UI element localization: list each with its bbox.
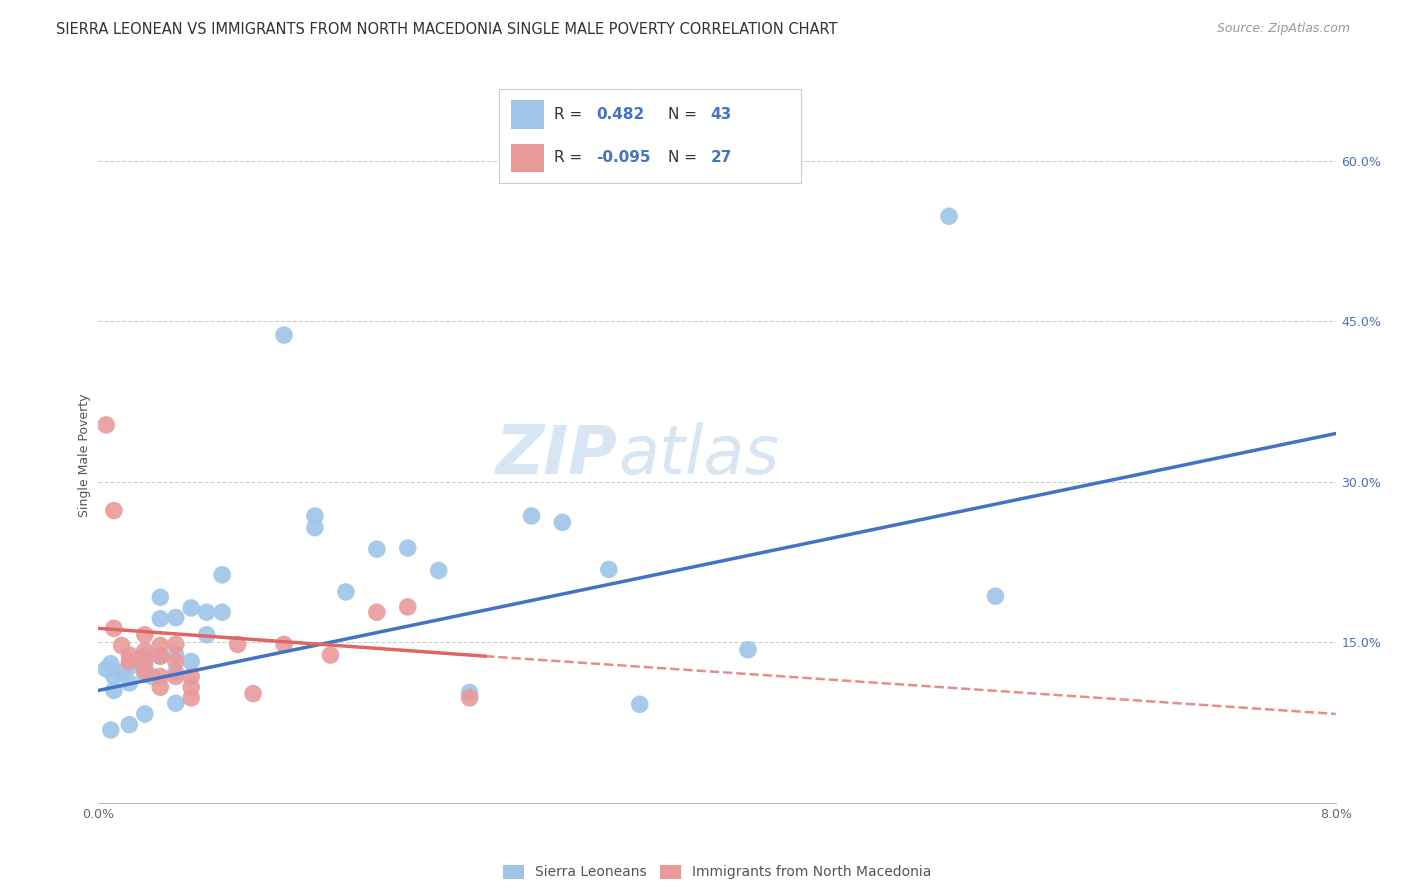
Text: 27: 27	[710, 150, 733, 165]
Text: R =: R =	[554, 150, 582, 165]
Point	[458, 685, 481, 699]
Text: SIERRA LEONEAN VS IMMIGRANTS FROM NORTH MACEDONIA SINGLE MALE POVERTY CORRELATIO: SIERRA LEONEAN VS IMMIGRANTS FROM NORTH …	[56, 22, 838, 37]
Point	[103, 683, 125, 698]
Point	[100, 723, 122, 737]
Point	[149, 649, 172, 664]
Point	[165, 696, 187, 710]
Point	[165, 665, 187, 680]
Bar	[512, 101, 544, 128]
Point	[165, 637, 187, 651]
Point	[149, 680, 172, 694]
Text: ZIP: ZIP	[496, 422, 619, 488]
Point	[195, 628, 218, 642]
Text: 0.482: 0.482	[596, 107, 644, 122]
Point	[520, 508, 543, 523]
Text: R =: R =	[554, 107, 582, 122]
Text: 43: 43	[710, 107, 733, 122]
Point	[96, 417, 118, 432]
Point	[134, 660, 156, 674]
Point	[366, 605, 388, 619]
Point	[142, 669, 165, 683]
Point	[226, 637, 249, 651]
Point	[111, 665, 134, 680]
Point	[195, 605, 218, 619]
Point	[180, 655, 202, 669]
Point	[134, 628, 156, 642]
Point	[165, 648, 187, 662]
Point	[118, 676, 141, 690]
Point	[427, 564, 450, 578]
Point	[111, 639, 134, 653]
Text: Source: ZipAtlas.com: Source: ZipAtlas.com	[1216, 22, 1350, 36]
Point	[211, 567, 233, 582]
Point	[165, 610, 187, 624]
Point	[118, 660, 141, 674]
Point	[984, 589, 1007, 603]
Point	[165, 655, 187, 669]
Point	[103, 503, 125, 517]
Text: N =: N =	[668, 107, 697, 122]
Point	[149, 649, 172, 664]
Point	[366, 542, 388, 557]
Point	[304, 508, 326, 523]
Point	[134, 706, 156, 721]
Text: atlas: atlas	[619, 422, 779, 488]
Point	[242, 687, 264, 701]
Point	[134, 644, 156, 658]
Point	[134, 664, 156, 678]
Point	[96, 662, 118, 676]
Legend: Sierra Leoneans, Immigrants from North Macedonia: Sierra Leoneans, Immigrants from North M…	[496, 857, 938, 887]
Point	[180, 690, 202, 705]
Point	[118, 717, 141, 731]
Point	[211, 605, 233, 619]
Point	[938, 209, 960, 223]
Point	[598, 562, 620, 576]
Text: N =: N =	[668, 150, 697, 165]
Point	[628, 698, 651, 712]
Point	[134, 649, 156, 664]
Point	[100, 657, 122, 671]
Point	[335, 585, 357, 599]
Point	[118, 655, 141, 669]
Point	[103, 621, 125, 635]
Point	[149, 612, 172, 626]
Point	[118, 648, 141, 662]
Point	[180, 669, 202, 683]
Point	[165, 669, 187, 683]
Point	[180, 680, 202, 694]
Point	[396, 599, 419, 614]
Point	[127, 653, 149, 667]
Point	[737, 642, 759, 657]
Point	[149, 669, 172, 683]
Point	[273, 328, 295, 343]
Bar	[512, 144, 544, 171]
Point	[149, 591, 172, 605]
Point	[134, 667, 156, 681]
Point	[149, 639, 172, 653]
Point	[134, 655, 156, 669]
Point	[458, 690, 481, 705]
Point	[103, 669, 125, 683]
Point	[304, 521, 326, 535]
Text: -0.095: -0.095	[596, 150, 651, 165]
Point	[396, 541, 419, 555]
Y-axis label: Single Male Poverty: Single Male Poverty	[79, 393, 91, 516]
Point	[551, 516, 574, 530]
Point	[180, 601, 202, 615]
Point	[319, 648, 342, 662]
Point	[273, 637, 295, 651]
